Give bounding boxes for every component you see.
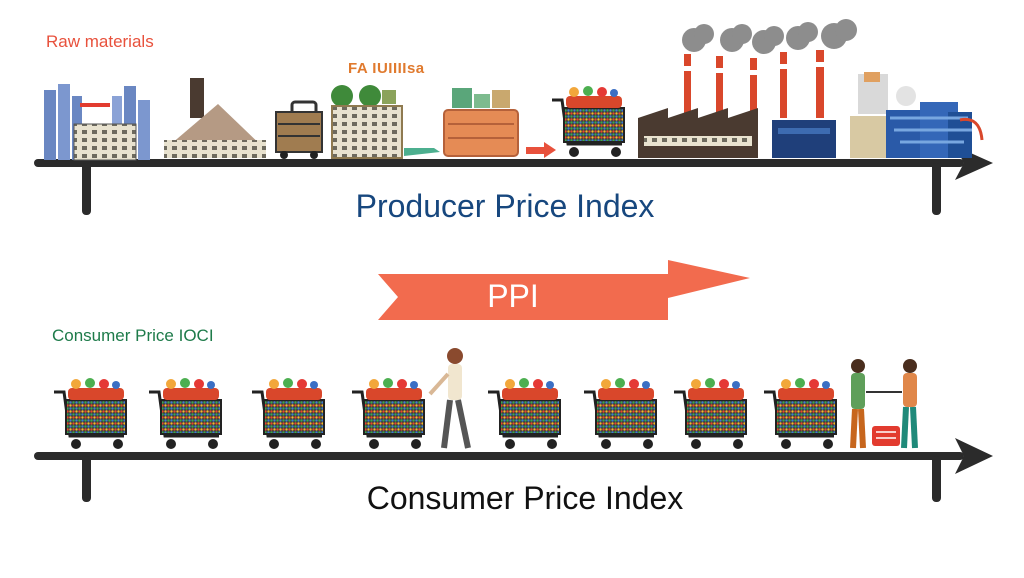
person-icon [428,348,471,449]
shopping-cart-icon [250,376,326,451]
ppi-arrow-label: PPI [487,278,539,314]
freight-cart-icon [275,100,323,159]
refinery-icon [850,72,984,158]
shopping-cart-icon [350,376,426,451]
shopping-cart-icon [582,376,658,451]
shopping-cart-icon [550,84,626,159]
shopping-cart-icon [52,376,128,451]
shopping-cart-icon [147,376,223,451]
industrial-plant-icon [44,84,150,161]
crate-icon [443,88,519,157]
ppi-arrow [378,260,750,320]
producer-price-index-title: Producer Price Index [355,188,655,224]
warehouse-icon [331,85,440,159]
people-with-cart-icon [850,359,918,449]
consumer-price-index-title: Consumer Price Index [366,480,684,516]
shopping-cart-icon [486,376,562,451]
sign-label: FA IUIIIIsa [348,60,425,77]
consumer-price-label: Consumer Price IOCI [52,326,214,345]
shopping-cart-icon [762,376,838,451]
material-pile-icon [164,78,266,158]
arrow-icon [526,142,556,158]
shopping-cart-icon [672,376,748,451]
cpi-timeline [34,438,993,502]
factory-icon [638,19,857,158]
raw-materials-label: Raw materials [46,32,154,51]
